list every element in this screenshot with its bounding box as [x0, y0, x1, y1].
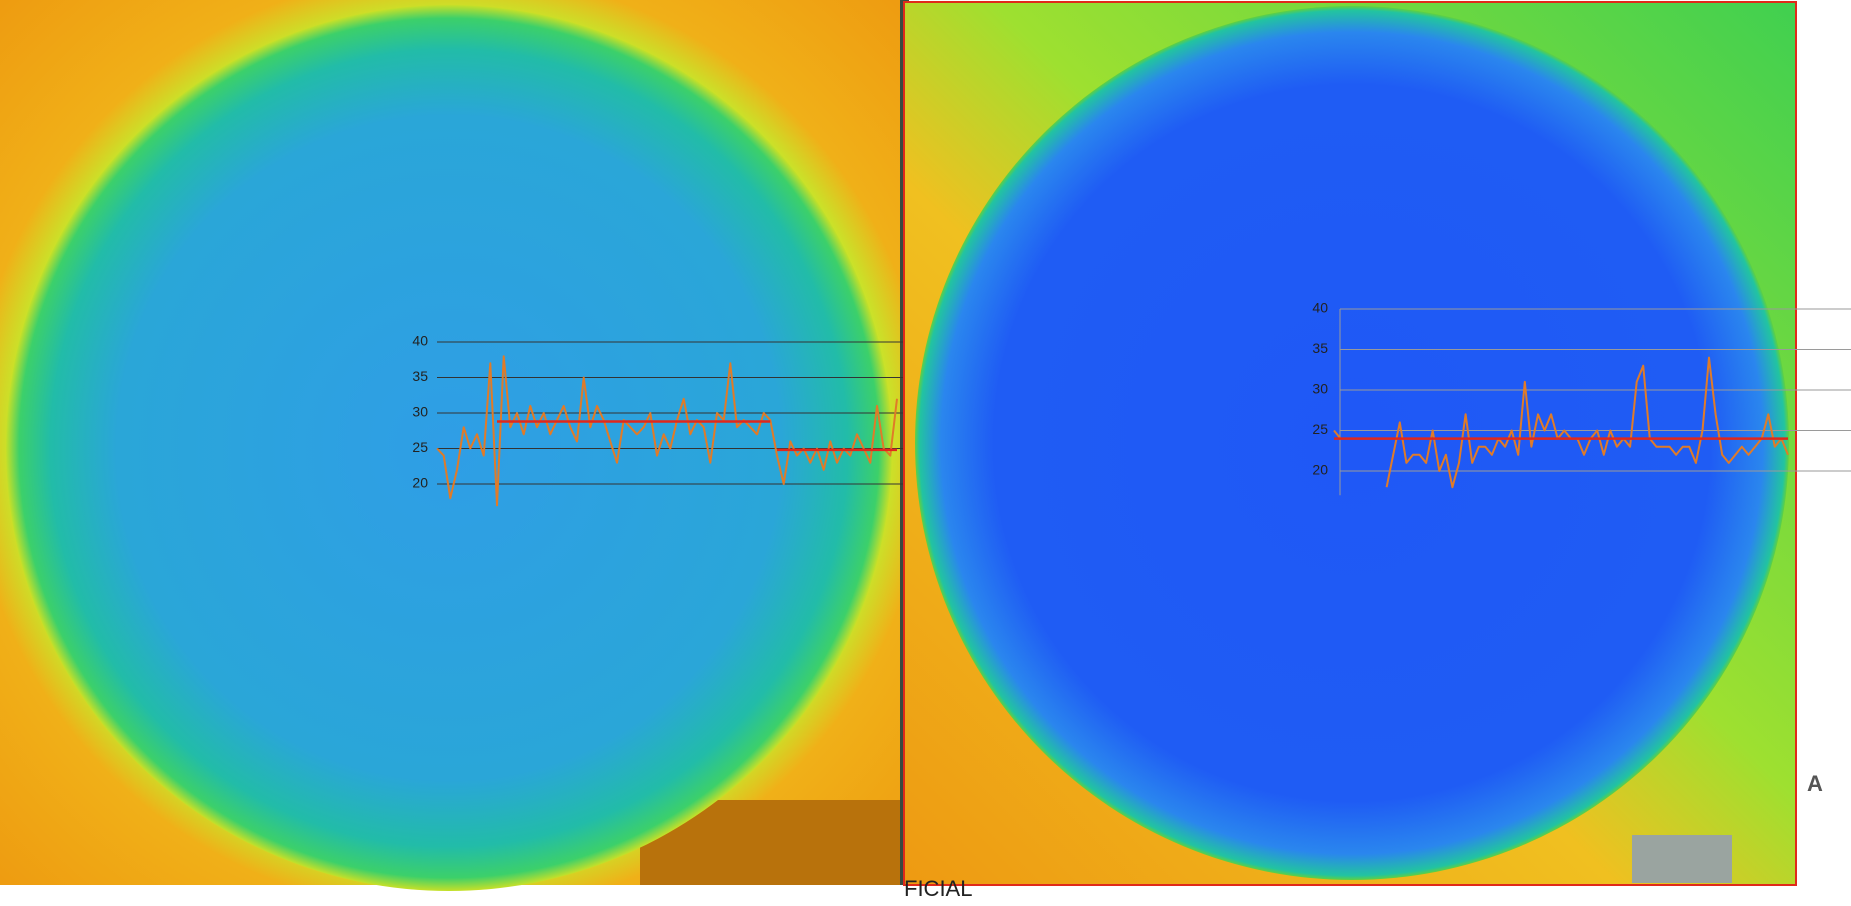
y-tick-label: 20 [1312, 462, 1328, 478]
y-tick-label: 20 [412, 475, 428, 491]
screenshot: FICIAL A 20 25 30 35 40 20 25 30 35 40 [0, 0, 1851, 901]
y-tick-label: 25 [412, 439, 428, 455]
right-margin [1805, 0, 1851, 901]
right-field [915, 6, 1789, 880]
footer-text: FICIAL [904, 876, 972, 901]
side-label: A [1807, 771, 1823, 796]
right-map-thumbnail [1632, 835, 1732, 883]
y-tick-label: 30 [412, 404, 428, 420]
y-tick-label: 35 [1312, 340, 1328, 356]
y-tick-label: 40 [412, 333, 428, 349]
y-tick-label: 30 [1312, 381, 1328, 397]
y-tick-label: 25 [1312, 421, 1328, 437]
y-tick-label: 40 [1312, 300, 1328, 316]
y-tick-label: 35 [412, 368, 428, 384]
